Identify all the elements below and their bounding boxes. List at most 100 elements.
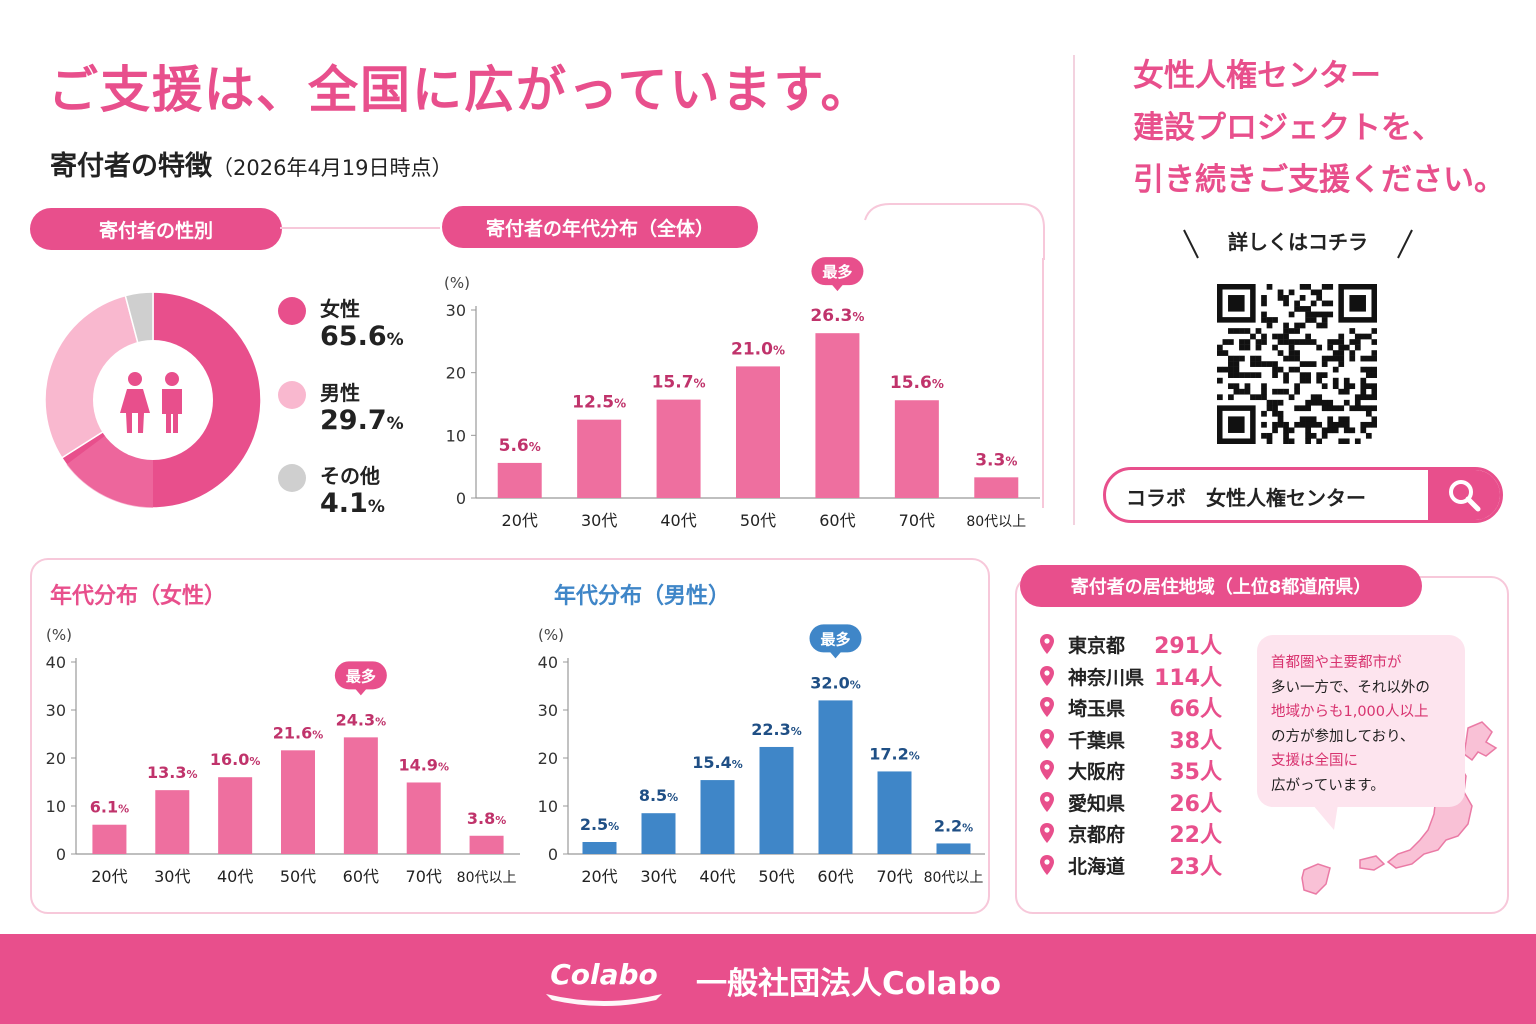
legend-dot-other [278,464,306,492]
bar-80代以上 [469,835,504,854]
location-pin-icon [1040,791,1054,812]
y-tick-label: 20 [538,749,558,768]
y-tick-label: 10 [538,797,558,816]
bar-30代 [577,419,622,498]
cta-line-1: 女性人権センター [1133,58,1381,94]
search-button[interactable] [1428,470,1500,520]
region-count: 114人 [1154,665,1222,691]
y-tick-label: 30 [46,701,66,720]
search-box[interactable] [1103,467,1503,523]
legend-male-value: 29.7% [320,405,404,436]
region-count: 66人 [1169,697,1222,722]
location-pin-icon [1040,823,1054,843]
bar-30代 [641,813,676,854]
bar-value-label: 15.7% [652,373,706,393]
x-tick-label: 50代 [280,867,316,886]
legend-other-value: 4.1% [320,488,385,519]
region-count: 35人 [1169,760,1222,785]
male-unit: % [386,414,404,434]
female-chart-title: 年代分布（女性） [50,584,227,609]
footer-org-name: 一般社団法人Colabo [696,966,1002,1002]
bar-20代 [582,842,617,854]
female-value: 65.6 [320,321,387,352]
bar-value-label: 3.8% [467,809,506,828]
y-unit-label: (%) [46,626,72,644]
region-name: 大阪府 [1068,761,1126,783]
bar-value-label: 15.6% [890,373,944,393]
location-pin-icon [1040,697,1054,717]
bar-value-label: 22.3% [751,720,802,739]
subtitle-text: 寄付者の特徴 [50,151,212,182]
legend-dot-female [278,297,306,325]
location-pin-icon [1040,728,1054,749]
max-badge [811,257,864,286]
search-input[interactable] [1124,470,1428,520]
bar-value-label: 32.0% [810,673,861,692]
male-chart-title: 年代分布（男性） [554,584,731,609]
x-tick-label: 20代 [502,511,538,530]
x-tick-label: 60代 [817,867,853,886]
colabo-logo: Colabo [546,958,662,1006]
region-row: 埼玉県 66人 [1040,694,1230,722]
bar-70代 [894,400,939,498]
y-unit-label: (%) [444,274,470,292]
region-row: 千葉県 38人 [1040,726,1230,754]
region-name: 千葉県 [1068,729,1126,752]
x-tick-label: 40代 [699,867,735,886]
x-tick-label: 60代 [819,511,855,530]
y-tick-label: 40 [538,653,558,672]
region-count: 26人 [1169,791,1222,817]
y-tick-label: 40 [46,653,66,672]
footer-bar [0,934,1536,1024]
x-tick-label: 60代 [343,867,379,886]
logo-text: Colabo [550,958,658,991]
female-unit: % [386,330,404,350]
bar-value-label: 16.0% [210,750,261,769]
y-tick-label: 20 [46,749,66,768]
bar-value-label: 12.5% [572,393,626,413]
max-badge-tail [829,651,842,659]
y-tick-label: 10 [46,797,66,816]
note-tail [1312,804,1338,830]
gender-section-title: 寄付者の性別 [30,208,282,250]
x-tick-label: 70代 [406,867,442,886]
y-tick-label: 0 [456,489,466,508]
male-age-chart: (%) 0 10 20 30 40 2.5% 20代 8.5% 30代 15.4% 40代 22.3% 5… [538,624,985,886]
bar-value-label: 21.6% [273,723,324,742]
x-tick-label: 20代 [91,867,127,886]
legend-dot-male [278,381,306,409]
region-name: 京都府 [1068,824,1126,846]
bar-60代 [818,700,853,854]
max-badge-tail [354,688,367,696]
region-count: 23人 [1169,854,1222,880]
bar-20代 [92,824,127,854]
bar-value-label: 8.5% [639,786,678,805]
other-unit: % [367,497,385,517]
x-tick-label: 40代 [660,511,696,530]
gender-donut-chart [44,291,262,509]
bar-70代 [877,771,912,854]
region-row: 神奈川県 114人 [1040,663,1230,691]
caption-slashes [1183,229,1413,259]
qr-code[interactable] [1217,284,1377,444]
bar-50代 [281,750,315,854]
x-tick-label: 40代 [217,867,253,886]
bar-value-label: 24.3% [336,710,387,729]
region-count: 38人 [1169,728,1222,754]
note-line-5: 支援は全国に [1271,753,1358,769]
location-pin-icon [1040,854,1054,875]
bar-40代 [700,780,735,854]
y-tick-label: 0 [56,845,66,864]
bar-value-label: 17.2% [869,744,920,763]
bar-value-label: 15.4% [692,753,743,772]
bar-value-label: 5.6% [499,436,541,456]
bar-value-label: 2.5% [580,815,619,834]
vertical-divider [1073,55,1075,525]
x-tick-label: 50代 [758,867,794,886]
note-line-3: 地域からも1,000人以上 [1271,704,1429,720]
headline: ご支援は、全国に広がっています。 [48,61,873,119]
regions-title: 寄付者の居住地域（上位8都道府県） [1020,565,1422,607]
location-pin-icon [1040,665,1054,686]
bar-40代 [656,399,701,498]
location-pin-icon [1040,760,1054,780]
